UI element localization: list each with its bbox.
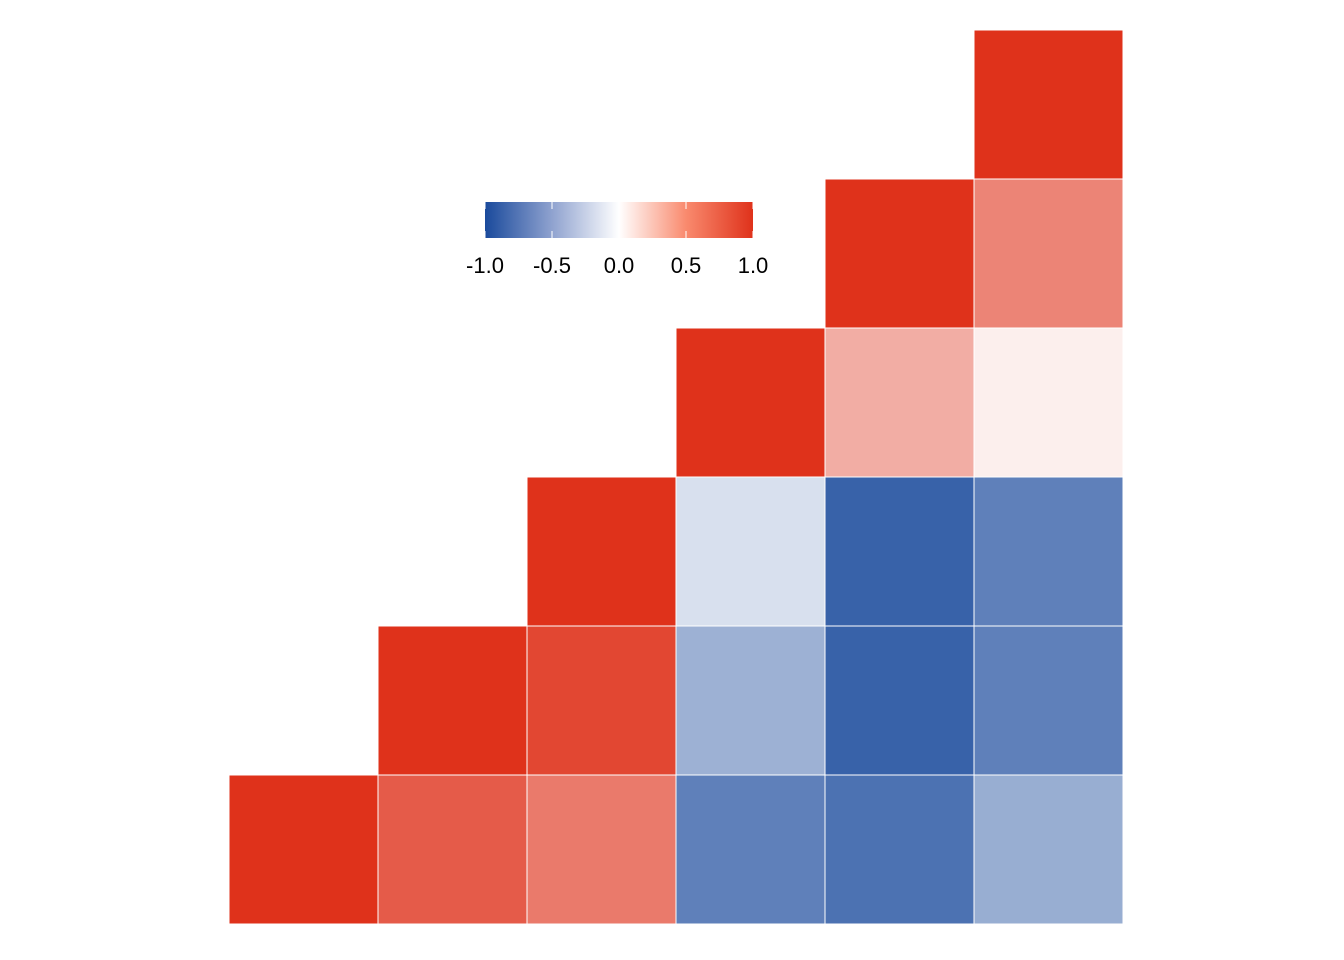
heatmap-cell-r3-c5	[973, 476, 1124, 627]
colorbar-legend: -1.0 -0.5 0.0 0.5 1.0	[466, 202, 768, 278]
heatmap-cell-r4-c4	[824, 625, 975, 776]
colorbar-tick-label: -0.5	[533, 253, 571, 278]
heatmap-cell-r4-c1	[377, 625, 528, 776]
heatmap-cell-r4-c3	[675, 625, 826, 776]
heatmap-cell-r5-c3	[675, 774, 826, 925]
heatmap-cell-r5-c1	[377, 774, 528, 925]
heatmap-cell-r0-c5	[973, 29, 1124, 180]
colorbar-tick-label: 0.5	[671, 253, 702, 278]
colorbar-tick-label: -1.0	[466, 253, 504, 278]
heatmap-cell-r2-c5	[973, 327, 1124, 478]
heatmap-cell-r4-c5	[973, 625, 1124, 776]
heatmap-cell-r3-c3	[675, 476, 826, 627]
heatmap-cell-r2-c4	[824, 327, 975, 478]
heatmap-cell-r3-c2	[526, 476, 677, 627]
heatmap-cell-r5-c0	[228, 774, 379, 925]
heatmap-cell-r3-c4	[824, 476, 975, 627]
colorbar-tick-label: 0.0	[604, 253, 635, 278]
heatmap-cell-r1-c4	[824, 178, 975, 329]
heatmap-cell-r5-c5	[973, 774, 1124, 925]
colorbar-tick-labels: -1.0 -0.5 0.0 0.5 1.0	[466, 253, 768, 278]
colorbar-ticks	[484, 202, 754, 238]
heatmap-cells	[228, 29, 1124, 925]
heatmap-cell-r4-c2	[526, 625, 677, 776]
colorbar-tick-label: 1.0	[738, 253, 769, 278]
heatmap-cell-r2-c3	[675, 327, 826, 478]
heatmap-cell-r5-c4	[824, 774, 975, 925]
heatmap-cell-r5-c2	[526, 774, 677, 925]
heatmap-cell-r1-c5	[973, 178, 1124, 329]
